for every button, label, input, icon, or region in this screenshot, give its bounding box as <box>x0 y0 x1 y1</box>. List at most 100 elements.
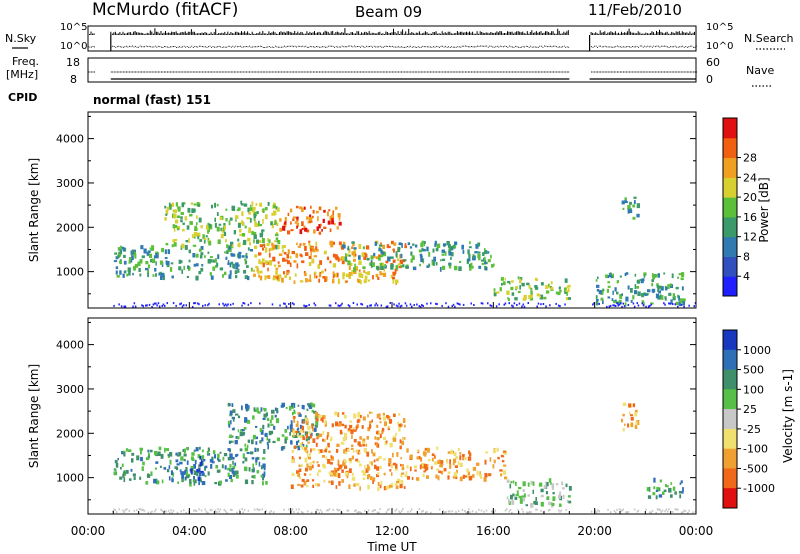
echo-cell <box>183 265 186 271</box>
echo-cell <box>302 511 304 514</box>
echo-cell <box>527 482 530 487</box>
echo-cell <box>493 511 495 514</box>
echo-cell <box>378 511 380 514</box>
echo-cell <box>229 270 232 276</box>
echo-cell <box>447 305 450 308</box>
echo-cell <box>131 249 134 254</box>
echo-cell <box>272 244 275 250</box>
echo-cell <box>201 264 204 267</box>
echo-cell <box>321 455 326 458</box>
echo-cell <box>193 476 195 480</box>
echo-cell <box>392 278 395 284</box>
echo-cell <box>188 259 191 263</box>
echo-cell <box>440 463 443 468</box>
echo-cell <box>468 264 471 269</box>
echo-cell <box>269 419 272 424</box>
echo-cell <box>299 280 304 283</box>
echo-cell <box>397 263 401 266</box>
echo-cell <box>477 251 481 254</box>
echo-cell <box>379 466 382 469</box>
echo-cell <box>459 303 461 306</box>
echo-cell <box>122 473 125 478</box>
echo-cell <box>532 489 534 494</box>
echo-cell <box>145 481 149 485</box>
echo-cell <box>303 225 306 230</box>
echo-cell <box>394 509 396 512</box>
echo-cell <box>680 480 683 484</box>
echo-cell <box>214 509 217 512</box>
echo-cell <box>629 201 632 205</box>
echo-cell <box>341 260 345 265</box>
echo-cell <box>285 259 288 262</box>
echo-cell <box>333 471 337 477</box>
echo-cell <box>344 465 348 469</box>
echo-cell <box>273 204 276 209</box>
echo-cell <box>422 473 425 477</box>
echo-cell <box>164 257 168 259</box>
echo-cell <box>244 417 248 422</box>
echo-cell <box>539 295 541 298</box>
echo-cell <box>350 429 354 434</box>
echo-cell <box>256 239 259 244</box>
echo-cell <box>245 252 248 256</box>
echo-cell <box>251 457 255 460</box>
echo-cell <box>154 267 157 272</box>
echo-cell <box>162 303 165 306</box>
echo-cell <box>566 499 569 503</box>
echo-cell <box>450 252 454 257</box>
echo-cell <box>441 304 443 307</box>
echo-cell <box>543 485 547 489</box>
echo-cell <box>633 305 636 308</box>
echo-cell <box>677 508 679 511</box>
colorbar-swatch <box>723 276 737 297</box>
echo-cell <box>160 453 164 459</box>
colorbar-tick-label: -100 <box>743 443 768 456</box>
echo-cell <box>635 420 638 426</box>
echo-cell <box>324 268 327 272</box>
echo-cell <box>209 259 213 263</box>
echo-cell <box>484 473 488 478</box>
echo-cell <box>289 208 293 213</box>
echo-cell <box>312 464 314 469</box>
echo-cell <box>419 464 422 470</box>
echo-cell <box>658 285 662 289</box>
echo-cell <box>371 461 373 466</box>
echo-cell <box>540 303 542 306</box>
echo-cell <box>462 303 465 306</box>
echo-cell <box>311 409 314 413</box>
echo-cell <box>145 304 147 307</box>
echo-cell <box>155 461 159 464</box>
echo-cell <box>226 250 229 254</box>
echo-cell <box>504 302 507 305</box>
echo-cell <box>680 511 683 514</box>
echo-cell <box>188 249 191 254</box>
echo-cell <box>399 305 402 308</box>
echo-cell <box>348 248 351 254</box>
echo-cell <box>151 258 156 263</box>
echo-cell <box>257 223 260 226</box>
echo-cell <box>420 255 423 261</box>
echo-cell <box>660 510 662 513</box>
echo-cell <box>329 228 332 233</box>
echo-cell <box>158 305 161 308</box>
echo-cell <box>275 418 280 424</box>
echo-cell <box>559 510 561 513</box>
tick-1e0-left: 10^0 <box>60 41 87 52</box>
echo-cell <box>227 472 230 477</box>
echo-cell <box>342 460 345 464</box>
echo-cell <box>188 238 190 243</box>
echo-cell <box>528 295 532 299</box>
echo-cell <box>249 451 254 455</box>
echo-cell <box>647 495 652 499</box>
echo-cell <box>369 262 372 266</box>
echo-cell <box>620 302 622 305</box>
echo-cell <box>160 508 162 511</box>
echo-cell <box>351 270 354 275</box>
echo-cell <box>166 264 170 268</box>
echo-cell <box>180 510 182 513</box>
echo-cell <box>258 274 260 278</box>
echo-cell <box>113 260 118 263</box>
echo-cell <box>323 439 327 443</box>
echo-cell <box>266 242 270 247</box>
echo-cell <box>174 219 179 224</box>
